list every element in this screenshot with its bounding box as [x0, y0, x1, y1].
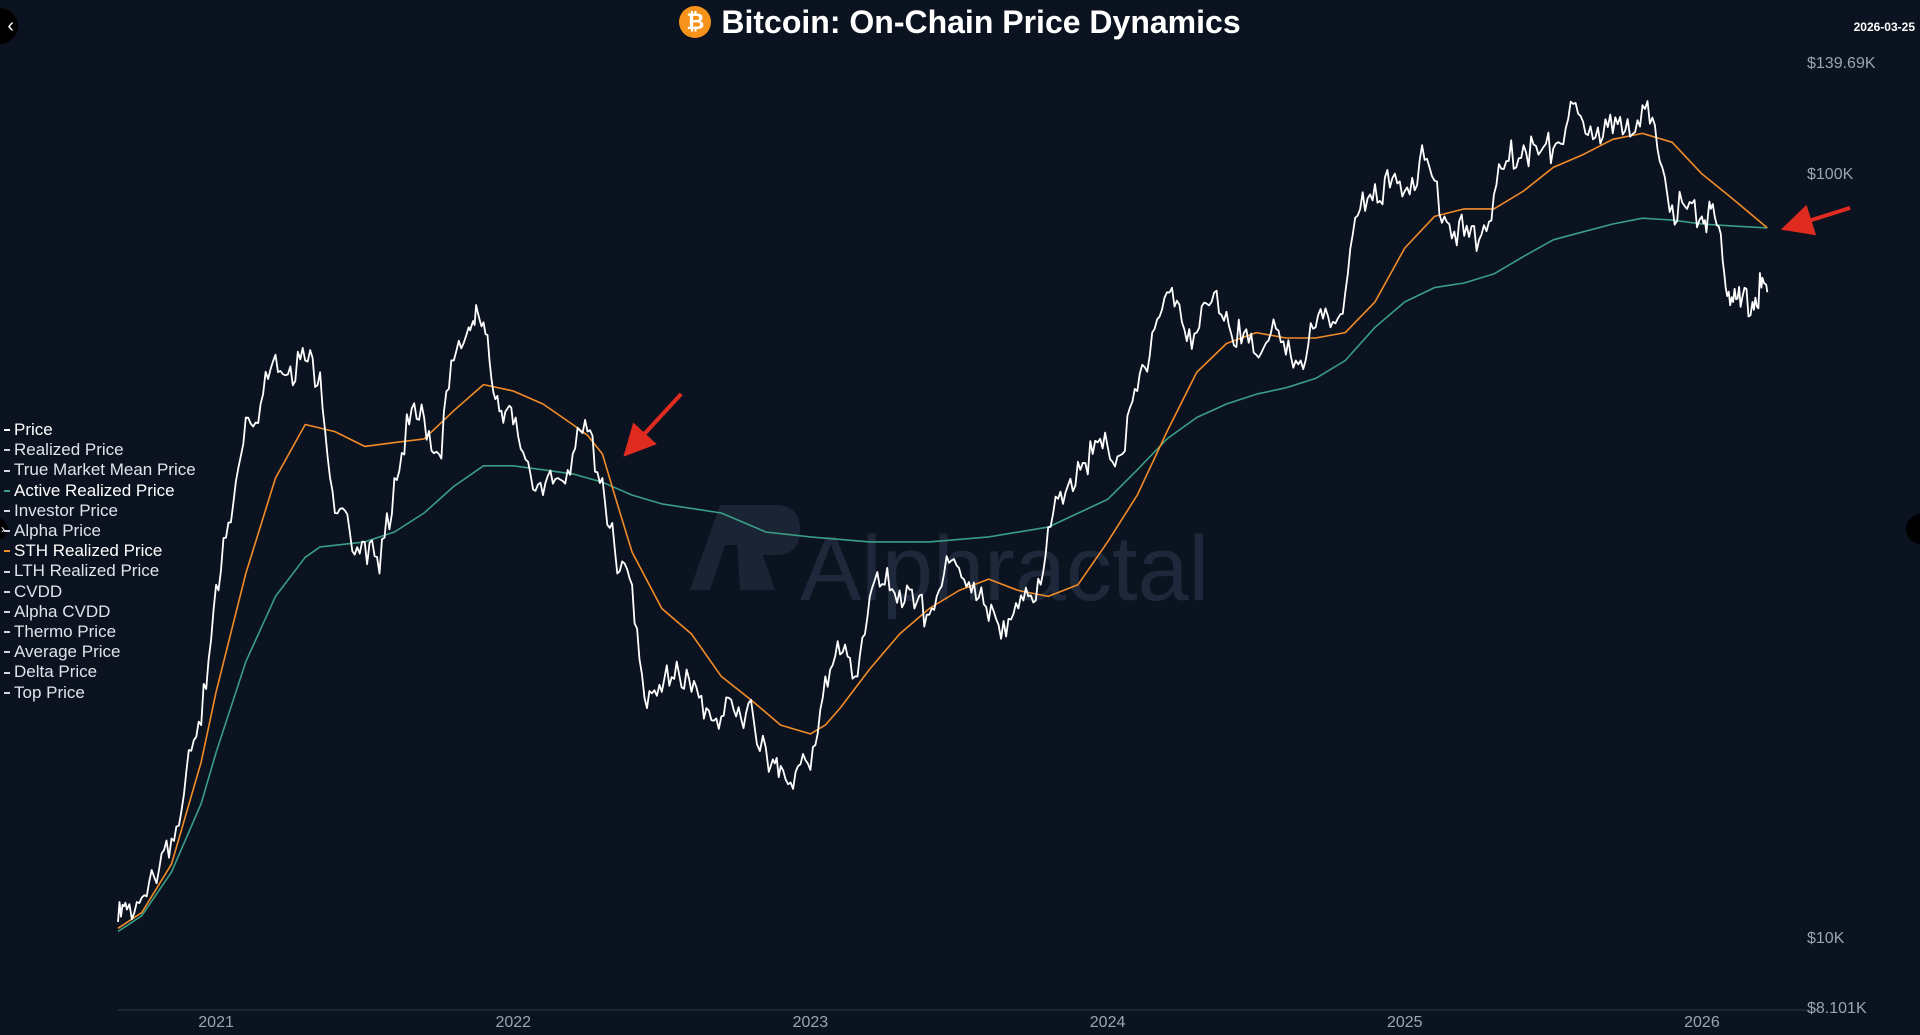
x-tick-label: 2021: [198, 1014, 234, 1031]
legend-label: Investor Price: [14, 500, 118, 520]
legend-label: LTH Realized Price: [14, 561, 160, 581]
y-tick-label: $100K: [1807, 166, 1854, 183]
legend-item[interactable]: STH Realized Price: [4, 541, 196, 561]
legend-marker-icon: [4, 530, 10, 533]
legend-item[interactable]: Active Realized Price: [4, 481, 196, 501]
legend-label: Alpha CVDD: [14, 601, 111, 621]
legend-item[interactable]: Price: [4, 420, 196, 440]
collapse-left-button[interactable]: ‹: [0, 8, 18, 44]
legend-label: True Market Mean Price: [14, 460, 196, 480]
legend-marker-icon: [4, 610, 10, 613]
legend-label: Realized Price: [14, 440, 124, 460]
legend-item[interactable]: True Market Mean Price: [4, 460, 196, 480]
legend-marker-icon: [4, 509, 10, 512]
legend-marker-icon: [4, 570, 10, 573]
legend-label: CVDD: [14, 581, 63, 601]
legend-item[interactable]: Investor Price: [4, 501, 196, 521]
legend-item[interactable]: Delta Price: [4, 662, 196, 682]
legend-marker-icon: [4, 671, 10, 674]
legend-label: Price: [14, 420, 53, 439]
legend-label: Alpha Price: [14, 521, 101, 541]
legend-item[interactable]: Alpha CVDD: [4, 602, 196, 622]
legend-label: Average Price: [14, 642, 121, 662]
legend-marker-icon: [4, 469, 10, 472]
watermark-logo: [690, 505, 800, 590]
legend-item[interactable]: LTH Realized Price: [4, 561, 196, 581]
legend-label: Delta Price: [14, 662, 98, 682]
x-tick-label: 2026: [1684, 1014, 1720, 1031]
legend-item[interactable]: Thermo Price: [4, 622, 196, 642]
y-tick-label: $8.101K: [1807, 1000, 1867, 1017]
legend-marker-icon: [4, 590, 10, 593]
series-line-sth-realized-price: [117, 132, 1768, 929]
legend-label: Active Realized Price: [14, 480, 175, 500]
legend: Price Realized Price True Market Mean Pric…: [4, 420, 196, 703]
series-line-price: [117, 100, 1769, 922]
legend-item[interactable]: Alpha Price: [4, 521, 196, 541]
legend-marker-icon: [4, 550, 10, 553]
legend-label: Thermo Price: [14, 622, 117, 642]
legend-item[interactable]: CVDD: [4, 582, 196, 602]
legend-item[interactable]: Top Price: [4, 683, 196, 703]
y-tick-label: $10K: [1807, 930, 1845, 947]
legend-marker-icon: [4, 631, 10, 634]
legend-marker-icon: [4, 691, 10, 694]
x-tick-label: 2025: [1387, 1014, 1423, 1031]
legend-item[interactable]: Realized Price: [4, 440, 196, 460]
legend-marker-icon: [4, 651, 10, 654]
chart-title-text: Bitcoin: On-Chain Price Dynamics: [721, 4, 1241, 40]
annotation-arrow: [1780, 204, 1851, 236]
y-tick-label: $139.69K: [1807, 55, 1876, 72]
date-badge: 2026-03-25: [1853, 20, 1915, 34]
legend-label: STH Realized Price: [14, 541, 163, 561]
legend-marker-icon: [4, 429, 10, 432]
bitcoin-icon: ₿: [679, 5, 712, 38]
legend-label: Top Price: [14, 682, 85, 702]
x-tick-label: 2022: [495, 1014, 531, 1031]
x-tick-label: 2023: [793, 1014, 829, 1031]
x-tick-label: 2024: [1090, 1014, 1126, 1031]
annotation-arrow: [623, 392, 683, 457]
expand-legend-button[interactable]: ›: [0, 518, 8, 540]
chart-title: ₿ Bitcoin: On-Chain Price Dynamics: [0, 2, 1920, 42]
scroll-right-button[interactable]: [1906, 514, 1920, 544]
series-line-active-realized-price: [117, 217, 1768, 933]
watermark-text: Alphractal: [800, 518, 1209, 620]
legend-marker-icon: [4, 489, 10, 492]
legend-item[interactable]: Average Price: [4, 642, 196, 662]
legend-marker-icon: [4, 449, 10, 452]
